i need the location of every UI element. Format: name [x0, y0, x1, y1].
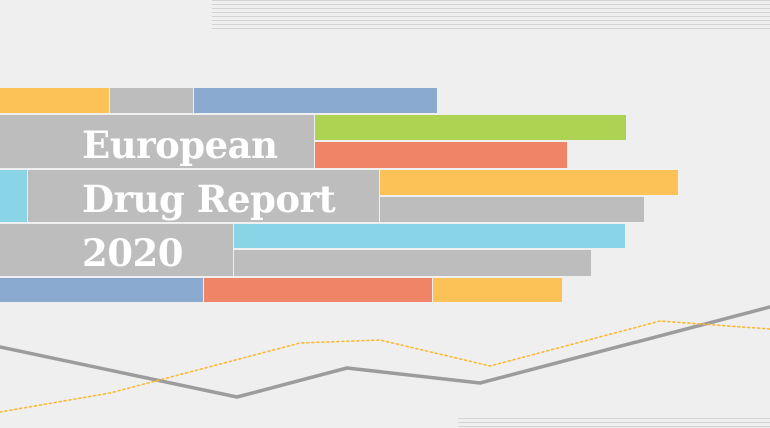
- bar-yellow-row1: [0, 88, 109, 113]
- bar-grey-row1: [110, 88, 193, 113]
- bar-grey-title-row-european: [0, 115, 314, 168]
- title-line-european: European: [82, 123, 278, 167]
- bar-orange-row2: [315, 142, 567, 168]
- bar-grey-row4: [234, 250, 591, 276]
- bar-blue-row1: [194, 88, 437, 113]
- decorative-hatching-top: [212, 0, 770, 32]
- trend-line-dotted: [0, 320, 770, 413]
- title-line-year: 2020: [82, 231, 183, 275]
- bar-yellow-row5: [433, 278, 562, 302]
- bar-green: [315, 115, 626, 140]
- bar-orange-row5: [204, 278, 432, 302]
- decorative-hatching-bottom: [458, 418, 770, 428]
- bar-grey-title-row-drug-report: [28, 170, 379, 222]
- bar-grey-title-row-year: [0, 224, 233, 276]
- bar-cyan-left: [0, 170, 27, 222]
- report-title: European Drug Report 2020: [82, 118, 336, 280]
- bar-grey-row3: [380, 197, 644, 222]
- bar-cyan-row4: [234, 224, 625, 248]
- title-line-drug-report: Drug Report: [82, 177, 336, 221]
- bar-blue-row5: [0, 278, 203, 302]
- bar-yellow-row3: [380, 170, 678, 195]
- trend-line-grey: [0, 305, 770, 399]
